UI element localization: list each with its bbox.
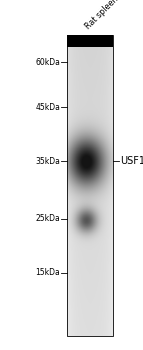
Text: 45kDa: 45kDa	[35, 103, 60, 112]
Text: USF1: USF1	[120, 156, 143, 166]
Bar	[67, 35, 113, 47]
Text: 15kDa: 15kDa	[35, 268, 60, 277]
Bar	[67, 35, 113, 336]
Text: 25kDa: 25kDa	[35, 214, 60, 223]
Text: 60kDa: 60kDa	[35, 58, 60, 66]
Text: Rat spleen: Rat spleen	[84, 0, 120, 32]
Text: 35kDa: 35kDa	[35, 157, 60, 166]
